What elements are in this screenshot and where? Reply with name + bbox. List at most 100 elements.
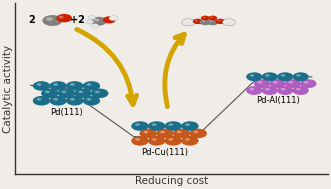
X-axis label: Reducing cost: Reducing cost <box>135 176 208 186</box>
Circle shape <box>185 20 188 22</box>
Circle shape <box>281 74 285 77</box>
Circle shape <box>156 129 174 138</box>
Circle shape <box>207 19 218 25</box>
Circle shape <box>49 81 67 91</box>
Circle shape <box>215 19 225 24</box>
Circle shape <box>42 15 62 26</box>
Circle shape <box>181 136 199 146</box>
Circle shape <box>288 81 293 84</box>
Circle shape <box>59 16 64 19</box>
Circle shape <box>131 121 149 131</box>
Circle shape <box>217 20 220 21</box>
Circle shape <box>296 88 301 90</box>
Circle shape <box>66 81 83 91</box>
Circle shape <box>53 98 58 101</box>
Circle shape <box>261 86 278 95</box>
Circle shape <box>131 136 149 146</box>
Circle shape <box>269 79 286 88</box>
Circle shape <box>222 19 236 26</box>
Circle shape <box>261 72 278 81</box>
Circle shape <box>91 89 109 98</box>
Circle shape <box>168 138 173 141</box>
Circle shape <box>135 138 140 141</box>
Circle shape <box>94 19 99 22</box>
Text: Pd-Cu(111): Pd-Cu(111) <box>141 148 188 157</box>
Circle shape <box>185 138 190 141</box>
Circle shape <box>86 98 91 101</box>
Y-axis label: Catalytic activity: Catalytic activity <box>3 45 14 133</box>
Circle shape <box>37 98 41 101</box>
Circle shape <box>173 129 190 138</box>
Text: Pd-Al(111): Pd-Al(111) <box>256 97 299 105</box>
Circle shape <box>103 16 116 23</box>
Text: Pd(111): Pd(111) <box>50 108 83 117</box>
Circle shape <box>90 17 107 26</box>
Circle shape <box>185 123 190 126</box>
Circle shape <box>70 98 75 101</box>
Circle shape <box>296 74 301 77</box>
Circle shape <box>33 96 50 105</box>
Circle shape <box>66 96 83 105</box>
Circle shape <box>293 72 309 81</box>
Circle shape <box>250 88 254 90</box>
Circle shape <box>177 131 182 133</box>
Circle shape <box>46 17 53 21</box>
Text: +2: +2 <box>70 15 85 25</box>
Circle shape <box>109 15 118 21</box>
Circle shape <box>246 86 262 95</box>
Circle shape <box>285 79 301 88</box>
Circle shape <box>45 91 50 93</box>
Circle shape <box>143 131 148 133</box>
Circle shape <box>160 131 165 133</box>
Circle shape <box>254 79 270 88</box>
Circle shape <box>83 81 100 91</box>
Circle shape <box>195 20 198 21</box>
Circle shape <box>304 81 308 84</box>
Circle shape <box>74 89 92 98</box>
Circle shape <box>210 21 213 22</box>
Circle shape <box>91 24 99 28</box>
Circle shape <box>209 15 217 20</box>
Circle shape <box>225 20 229 22</box>
Circle shape <box>277 72 293 81</box>
Circle shape <box>201 15 210 20</box>
Circle shape <box>265 88 270 90</box>
Circle shape <box>152 123 157 126</box>
Circle shape <box>135 123 140 126</box>
Circle shape <box>277 86 293 95</box>
Circle shape <box>53 83 58 86</box>
Circle shape <box>41 89 59 98</box>
Circle shape <box>33 81 50 91</box>
Circle shape <box>86 20 94 24</box>
Circle shape <box>165 136 182 146</box>
Circle shape <box>152 138 157 141</box>
Circle shape <box>293 86 309 95</box>
Circle shape <box>181 121 199 131</box>
Circle shape <box>210 17 213 18</box>
Circle shape <box>95 91 100 93</box>
Circle shape <box>258 81 262 84</box>
Circle shape <box>203 17 205 18</box>
Circle shape <box>49 96 67 105</box>
Circle shape <box>193 131 198 133</box>
Circle shape <box>70 83 75 86</box>
Circle shape <box>165 121 182 131</box>
Circle shape <box>281 88 285 90</box>
Circle shape <box>140 129 157 138</box>
Text: 2: 2 <box>29 15 35 25</box>
Circle shape <box>62 91 67 93</box>
Circle shape <box>202 21 205 22</box>
Circle shape <box>182 19 195 26</box>
Circle shape <box>193 19 203 24</box>
Circle shape <box>78 91 83 93</box>
Circle shape <box>265 74 270 77</box>
Circle shape <box>88 15 96 19</box>
Circle shape <box>58 89 75 98</box>
Circle shape <box>189 129 207 138</box>
Circle shape <box>148 121 166 131</box>
Circle shape <box>246 72 262 81</box>
Circle shape <box>86 83 91 86</box>
Circle shape <box>83 96 100 105</box>
Circle shape <box>148 136 166 146</box>
Circle shape <box>250 74 254 77</box>
